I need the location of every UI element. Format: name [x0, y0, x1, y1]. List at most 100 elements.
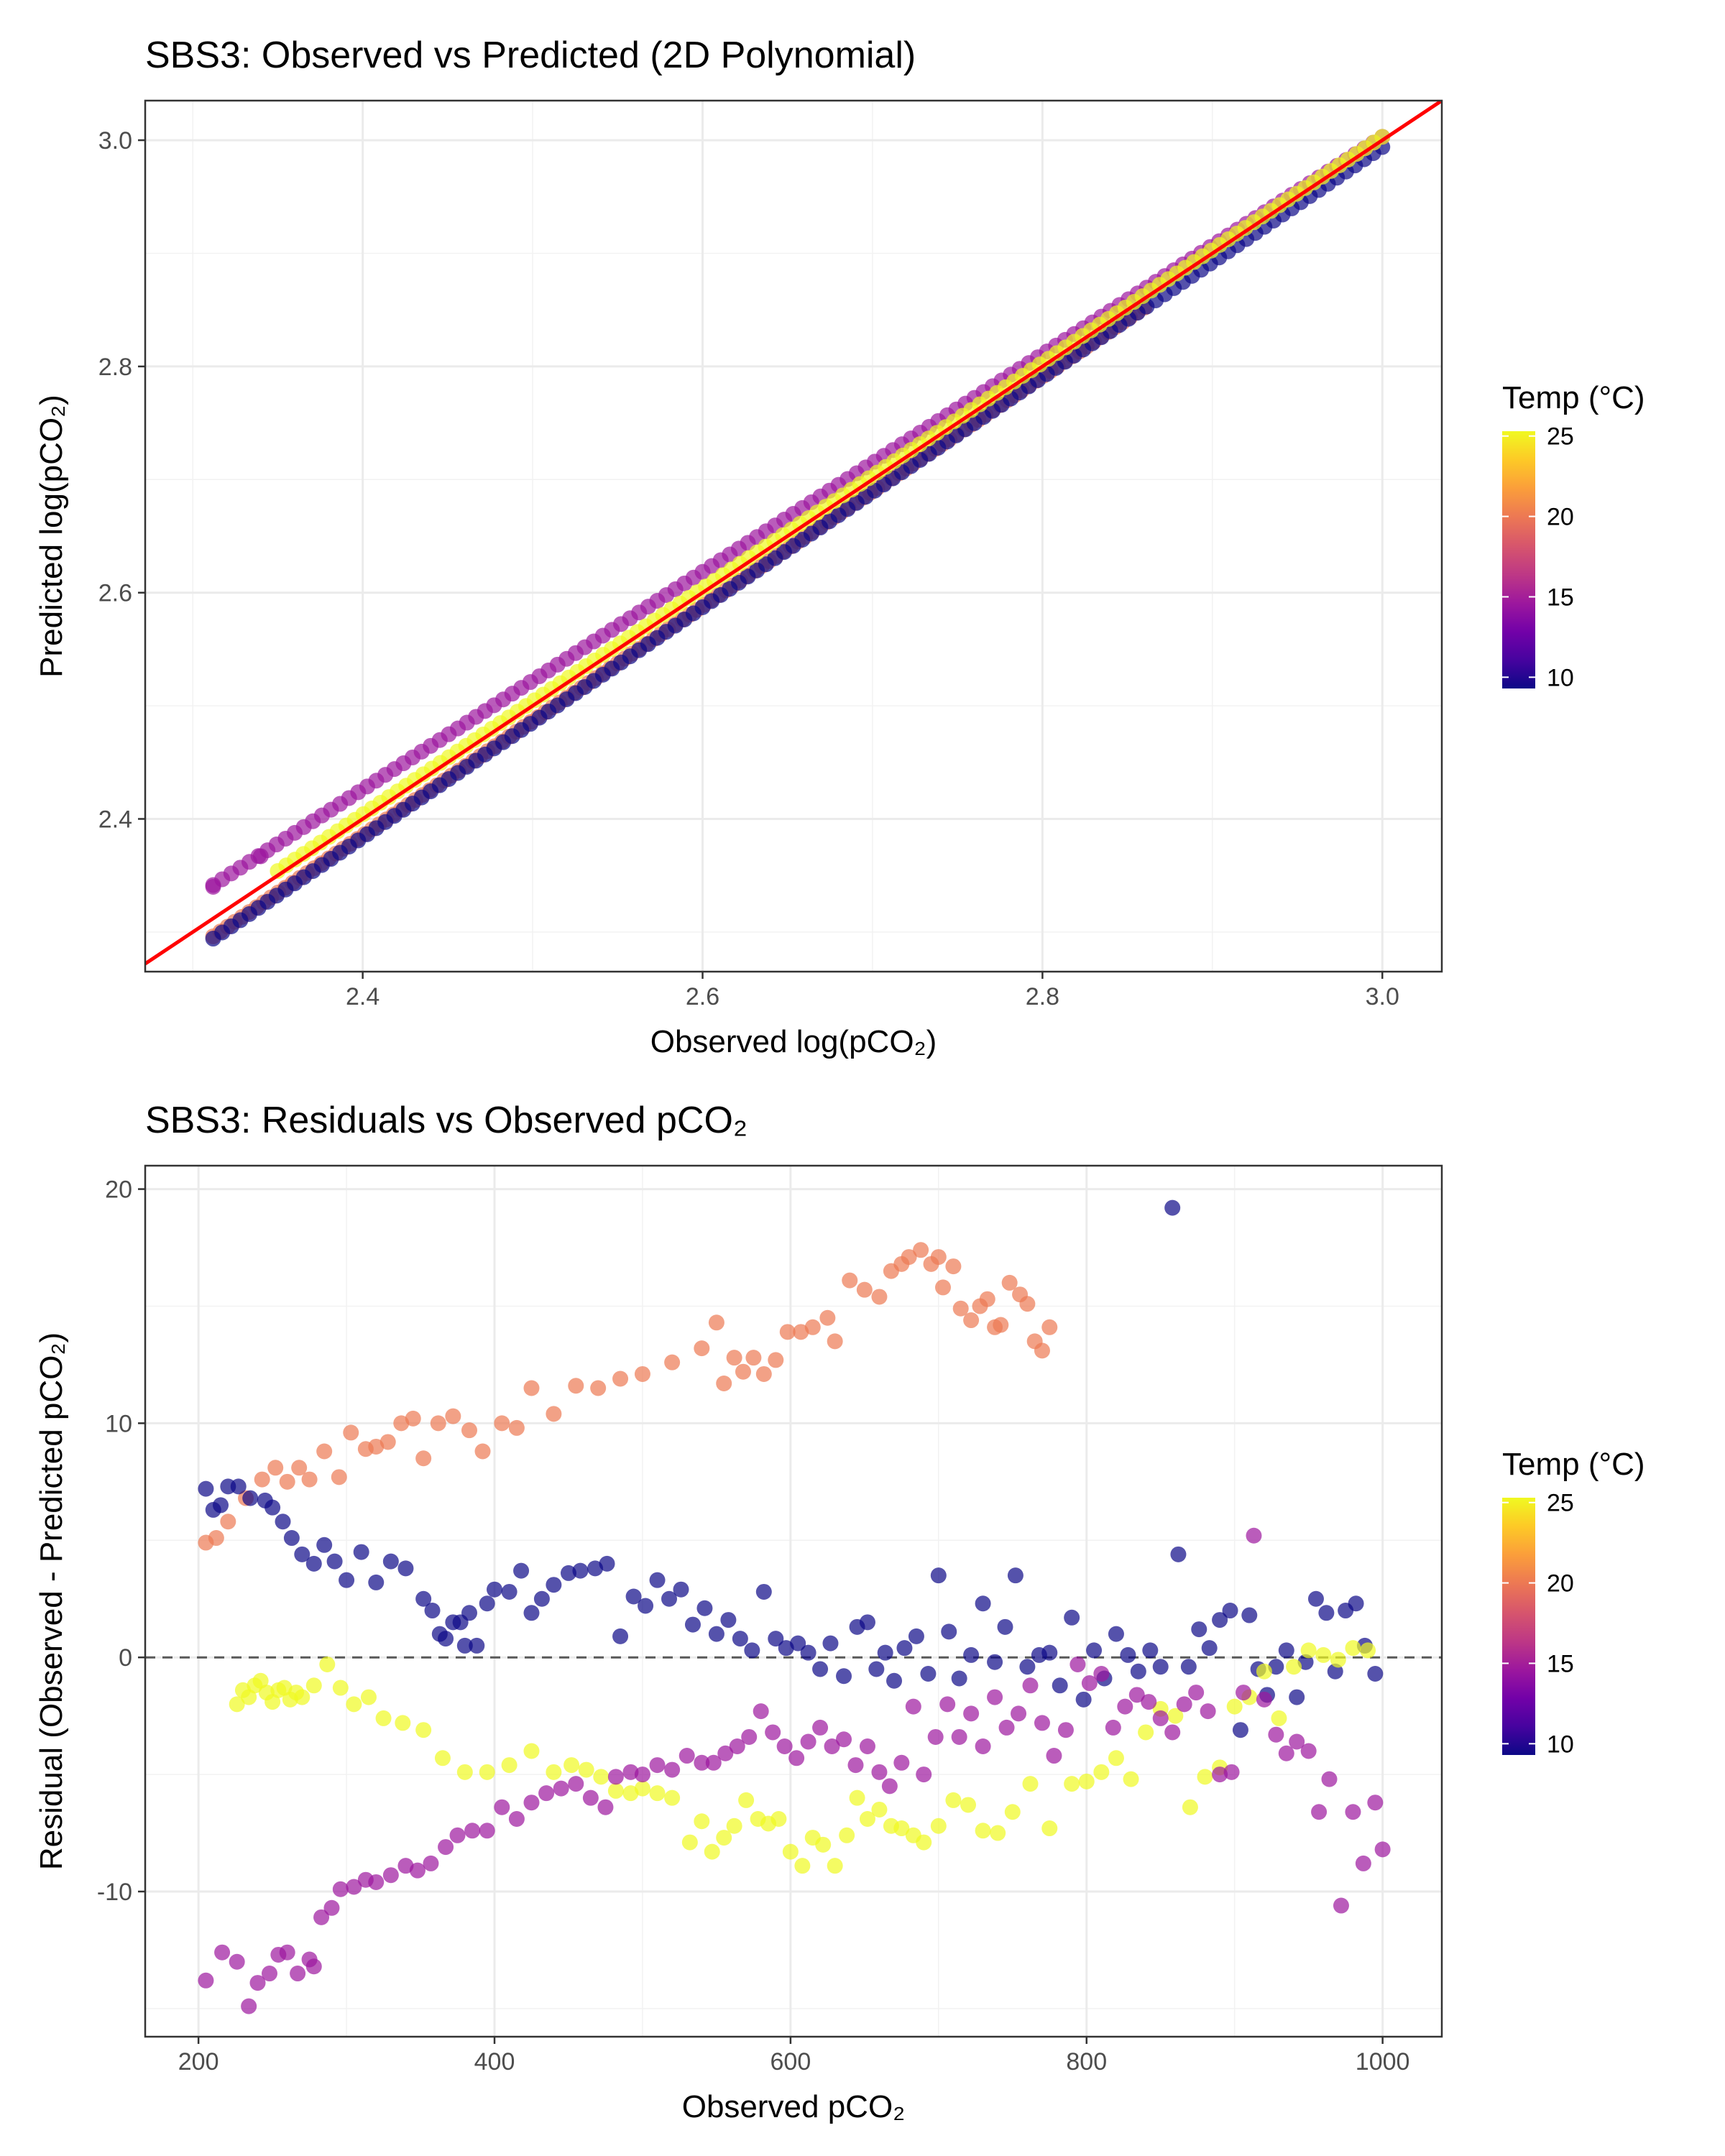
data-point: [1086, 1642, 1103, 1659]
data-point: [1167, 1708, 1184, 1724]
data-point: [871, 1289, 888, 1305]
data-point: [319, 1656, 336, 1672]
data-point: [1286, 1659, 1302, 1675]
data-point: [1360, 1642, 1376, 1659]
data-point: [812, 1661, 829, 1677]
data-point: [568, 1378, 584, 1394]
data-point: [1191, 1621, 1208, 1638]
data-point: [1188, 1685, 1205, 1701]
data-point: [1318, 1605, 1335, 1621]
data-point: [538, 1785, 555, 1802]
data-point: [705, 1754, 722, 1771]
data-point: [261, 1966, 277, 1982]
data-point: [1070, 1656, 1086, 1672]
data-point: [578, 1761, 594, 1778]
data-point: [397, 1858, 414, 1874]
axis-ticks: 2.4 2.6 2.8 3.0 2.4 2.6 2.8 3.0: [98, 127, 1399, 1010]
data-point: [494, 1799, 510, 1815]
data-point: [859, 1614, 875, 1631]
x-axis-title: Observed pCO₂: [682, 2089, 906, 2124]
data-point: [1128, 1687, 1145, 1703]
data-point: [213, 1497, 229, 1514]
data-point: [546, 1577, 562, 1593]
data-point: [332, 1881, 349, 1897]
data-point: [546, 1406, 562, 1422]
data-point: [717, 1745, 734, 1761]
data-point: [582, 1789, 599, 1806]
data-point: [316, 1443, 333, 1460]
data-point: [1019, 1659, 1036, 1675]
data-point: [301, 1471, 318, 1488]
data-point: [198, 1972, 214, 1989]
data-point: [836, 1668, 852, 1685]
data-point: [930, 1249, 947, 1266]
data-point: [332, 1680, 349, 1696]
colorbar-legend-bottom: Temp (°C) 10 15 20 25: [1502, 1447, 1645, 1758]
data-point: [1164, 1724, 1181, 1741]
data-point: [998, 1719, 1015, 1736]
data-point: [313, 1909, 330, 1925]
data-point: [353, 1544, 369, 1560]
data-point: [1022, 1677, 1039, 1694]
data-point: [508, 1419, 525, 1436]
data-point: [1141, 1694, 1157, 1710]
data-point: [704, 1843, 720, 1860]
data-point: [326, 1553, 343, 1570]
data-point: [1034, 1715, 1050, 1731]
colorbar: [1502, 431, 1535, 688]
legend-title: Temp (°C): [1502, 1447, 1645, 1482]
data-point: [323, 1899, 340, 1916]
plot-border: [144, 1164, 1443, 2038]
data-point: [778, 1640, 794, 1657]
data-point: [1289, 1733, 1305, 1750]
data-point: [553, 1780, 569, 1797]
data-point: [368, 1574, 385, 1590]
data-point: [568, 1776, 584, 1792]
data-point: [916, 1766, 932, 1783]
data-point: [508, 1811, 525, 1827]
data-point: [1355, 1855, 1371, 1871]
data-point: [945, 1792, 962, 1808]
data-point: [788, 1750, 805, 1766]
data-point: [205, 878, 221, 895]
data-point: [607, 1782, 624, 1799]
data-point: [380, 1434, 396, 1450]
data-point: [1105, 1719, 1121, 1736]
data-point: [430, 1415, 446, 1432]
data-point: [612, 1370, 629, 1387]
data-point: [987, 1654, 1003, 1670]
data-point: [220, 1514, 236, 1530]
data-point: [868, 1661, 885, 1677]
data-point: [1117, 1698, 1133, 1715]
data-point: [839, 1827, 855, 1843]
data-points: [205, 129, 1391, 947]
data-point: [849, 1789, 865, 1806]
data-point: [1064, 1776, 1080, 1792]
data-point: [871, 1801, 888, 1818]
data-point: [776, 1738, 793, 1754]
data-point: [934, 1279, 951, 1296]
data-point: [252, 1672, 269, 1689]
data-point: [501, 1583, 518, 1600]
data-point: [1330, 1651, 1346, 1668]
data-point: [694, 1340, 710, 1357]
data-point: [1307, 1590, 1324, 1607]
data-point: [1041, 1820, 1058, 1837]
data-point: [1278, 1642, 1294, 1659]
data-point: [856, 1281, 873, 1298]
data-point: [474, 1443, 491, 1460]
data-point: [229, 1953, 245, 1970]
data-point: [1093, 1764, 1110, 1780]
axis-ticks: 200 400 600 800 1000 -10 0 10 20: [97, 1176, 1410, 2076]
data-point: [1271, 1710, 1287, 1726]
data-point: [283, 1530, 300, 1547]
data-point: [395, 1715, 411, 1731]
data-point: [716, 1830, 732, 1846]
colorbar-ticks: 10 15 20 25: [1502, 1490, 1574, 1758]
data-point: [424, 1603, 441, 1619]
data-point: [696, 1600, 713, 1616]
data-point: [469, 1637, 485, 1654]
data-point: [1152, 1710, 1169, 1726]
y-tick-label: -10: [97, 1879, 132, 1906]
colorbar-tick-label: 20: [1547, 504, 1574, 531]
